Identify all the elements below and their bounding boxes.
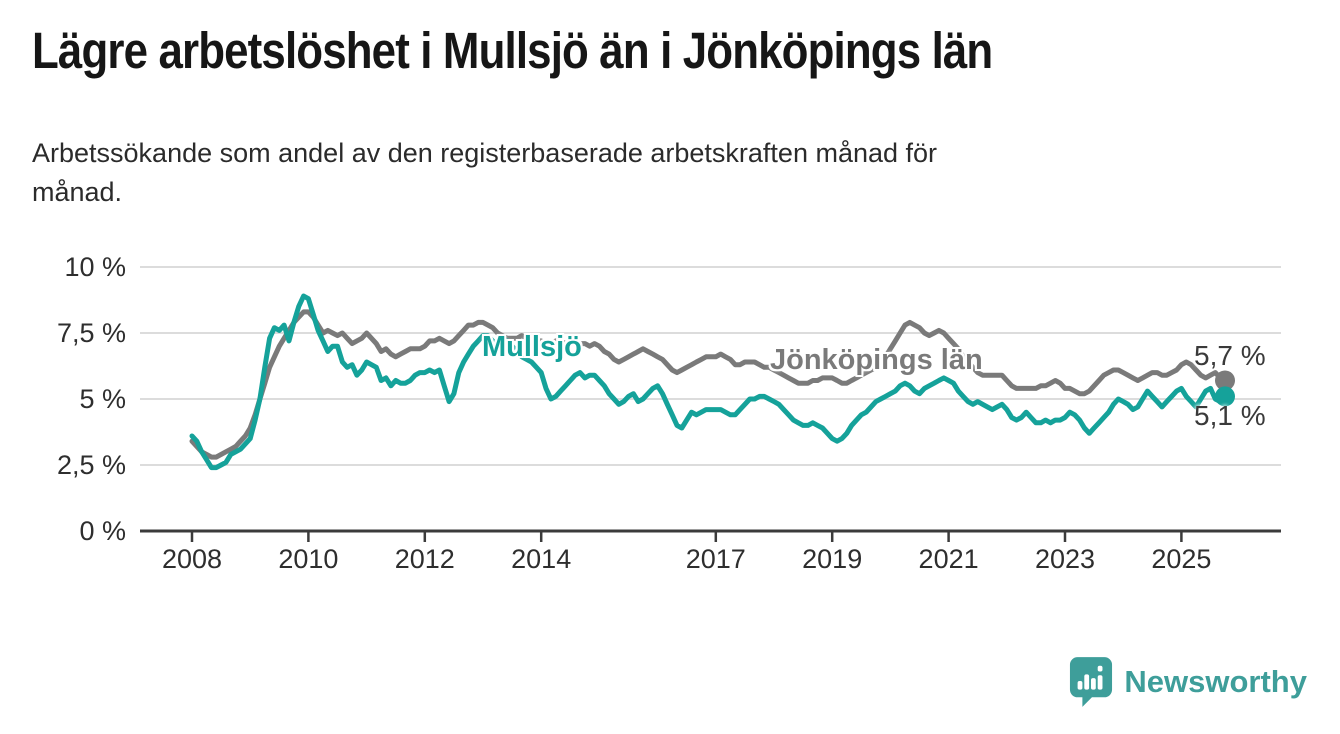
y-tick-label: 7,5 % (56, 318, 126, 348)
x-tick-label: 2012 (394, 544, 455, 574)
y-tick-label: 0 % (79, 516, 126, 546)
x-tick-label: 2014 (511, 544, 572, 574)
x-tick-label: 2023 (1034, 544, 1096, 574)
series-label-jonkopings-lan: Jönköpings län (770, 344, 983, 376)
newsworthy-speech-bubble-chart-icon (1070, 657, 1113, 707)
newsworthy-logo: Newsworthy (1069, 655, 1307, 709)
y-tick-label: 2,5 % (56, 450, 126, 480)
y-tick-label: 5 % (79, 384, 126, 414)
x-tick-label: 2017 (685, 544, 746, 574)
end-value-mullsjo: 5,1 % (1194, 400, 1266, 431)
x-tick-label: 2025 (1151, 544, 1212, 574)
chart-subtitle: Arbetssökande som andel av den registerb… (32, 138, 938, 208)
end-value-jonkopings-lan: 5,7 % (1194, 340, 1266, 371)
x-tick-label: 2021 (918, 544, 979, 574)
newsworthy-wordmark: Newsworthy (1124, 664, 1307, 699)
y-tick-label: 10 % (64, 252, 126, 282)
series-label-mullsjo: Mullsjö (482, 331, 582, 363)
x-tick-label: 2019 (802, 544, 863, 574)
chart-title: Lägre arbetslöshet i Mullsjö än i Jönköp… (32, 22, 993, 79)
x-tick-label: 2010 (278, 544, 339, 574)
x-tick-label: 2008 (161, 544, 223, 574)
